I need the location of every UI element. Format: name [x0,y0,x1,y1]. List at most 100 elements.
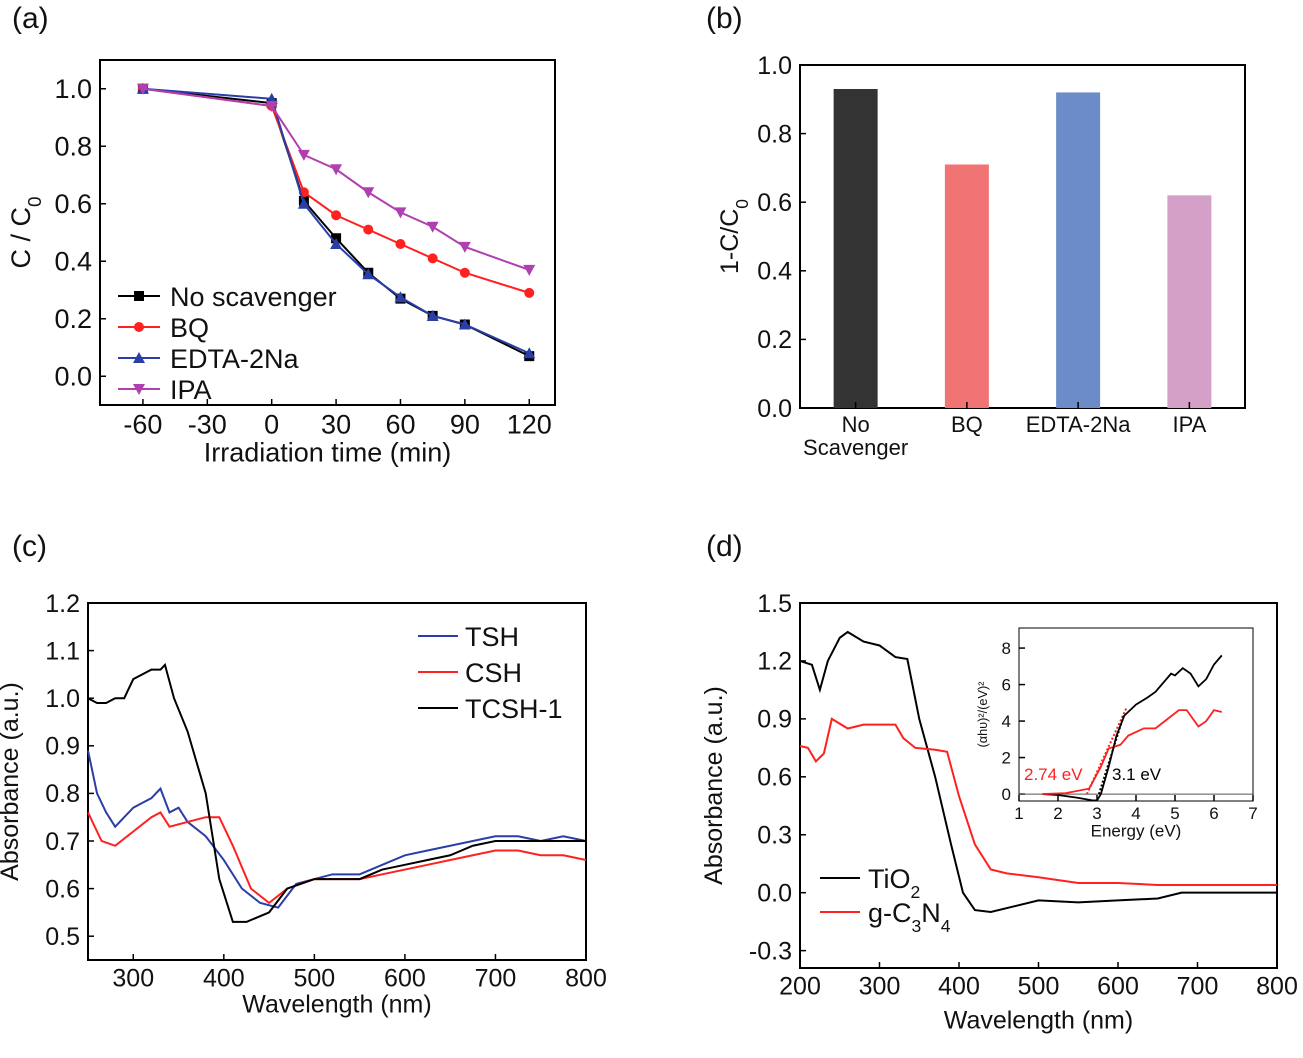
marker-circle [363,224,374,235]
x-axis-label: Energy (eV) [1091,822,1182,841]
x-tick-label: EDTA-2Na [1026,412,1131,437]
x-tick-label: 4 [1131,804,1140,823]
x-tick-label: 300 [859,972,901,1000]
legend-label: No scavenger [170,282,337,312]
marker-circle [524,287,535,298]
y-tick-label: 1.2 [757,648,792,676]
x-tick-label: 400 [938,972,980,1000]
x-tick-label: 90 [450,409,480,439]
y-tick-label: 0.8 [54,132,92,162]
y-axis-label: Absorbance (a.u.) [700,686,728,885]
x-tick-label: -60 [123,409,162,439]
x-tick-label: 120 [507,409,552,439]
x-tick-label: 300 [112,964,154,992]
series-line-1 [87,811,587,905]
x-tick-label: 500 [294,964,336,992]
x-tick-label: 3 [1092,804,1101,823]
series-line-2 [87,662,586,923]
marker-triangle-up [297,197,310,209]
y-tick-label: 0.6 [45,875,80,903]
y-tick-label: 0.4 [757,258,792,286]
bar [1056,92,1101,408]
y-tick-label: 1.0 [757,52,792,80]
inset-line-1 [1042,709,1223,795]
y-tick-label: 0.2 [54,304,92,334]
x-tick-label: 800 [565,964,607,992]
marker-triangle-down [133,384,145,395]
x-tick-label: 2 [1053,804,1062,823]
y-tick-label: 2 [1002,749,1011,768]
x-tick-label: 500 [1018,972,1060,1000]
marker-triangle-up [362,268,375,280]
marker-square [134,291,144,301]
marker-triangle-up [523,347,536,359]
y-tick-label: 6 [1002,676,1011,695]
x-tick-label: 1 [1014,804,1023,823]
marker-triangle-down [297,149,310,161]
y-tick-label: 0.8 [45,780,80,808]
marker-triangle-down [330,164,343,176]
x-tick-label: -30 [188,409,227,439]
y-tick-label: 0.6 [757,764,792,792]
panel-label-d: (d) [706,530,743,563]
x-axis-label: Wavelength (nm) [944,1007,1133,1035]
x-axis-label: Wavelength (nm) [242,991,431,1019]
panel-label-a: (a) [12,2,49,35]
marker-circle [331,210,342,221]
y-axis-label: (αhυ)²/(eV)² [975,681,990,747]
y-tick-label: 1.0 [54,74,92,104]
x-tick-label: 800 [1256,972,1298,1000]
plot-frame [87,602,587,961]
marker-circle [459,267,470,278]
x-axis-label: Irradiation time (min) [204,438,452,468]
plot-frame [99,59,556,406]
panel-label-b: (b) [706,2,743,35]
marker-circle [427,253,438,264]
legend-label: BQ [170,313,209,343]
x-tick-label: 400 [203,964,245,992]
marker-triangle-down [523,264,536,276]
y-tick-label: 1.0 [45,685,80,713]
marker-triangle-down [136,83,149,95]
y-tick-label: 0.4 [54,247,92,277]
annotation-label: 3.1 eV [1112,765,1162,784]
marker-triangle-up [133,352,145,363]
y-tick-label: 0.0 [757,879,792,907]
y-tick-label: 0.5 [45,923,80,951]
marker-triangle-up [330,238,343,249]
series-line-1 [142,87,530,294]
series-line-1 [799,717,1277,886]
y-tick-label: -0.3 [749,937,792,965]
x-tick-label: Scavenger [803,435,908,460]
legend-label: IPA [170,375,212,405]
x-tick-label: 30 [321,409,351,439]
inset-line-0 [1042,654,1223,802]
y-tick-label: 1.1 [45,637,80,665]
legend-label: g-C3N4 [868,898,951,936]
marker-triangle-down [458,241,471,253]
y-tick-label: 0.0 [757,395,792,423]
marker-triangle-down [362,187,375,199]
y-tick-label: 4 [1002,712,1011,731]
x-tick-label: 5 [1170,804,1179,823]
legend-label: TSH [465,622,519,652]
y-tick-label: 0.2 [757,326,792,354]
panel-label-c: (c) [12,530,47,563]
y-tick-label: 0.6 [757,189,792,217]
plot-frame [799,64,1246,409]
marker-triangle-down [426,221,439,233]
y-axis-label: 1-C/C0 [716,199,752,274]
x-tick-label: 700 [475,964,517,992]
y-tick-label: 0.6 [54,189,92,219]
y-tick-label: 0.7 [45,828,80,856]
x-tick-label: 600 [384,964,426,992]
bar [833,89,878,408]
x-tick-label: 700 [1177,972,1219,1000]
marker-triangle-up [426,309,439,321]
series-line-0 [799,630,1277,914]
bar [944,164,989,408]
y-axis-label: C / C0 [6,196,46,268]
x-tick-label: 200 [779,972,821,1000]
legend-label: EDTA-2Na [170,344,300,374]
